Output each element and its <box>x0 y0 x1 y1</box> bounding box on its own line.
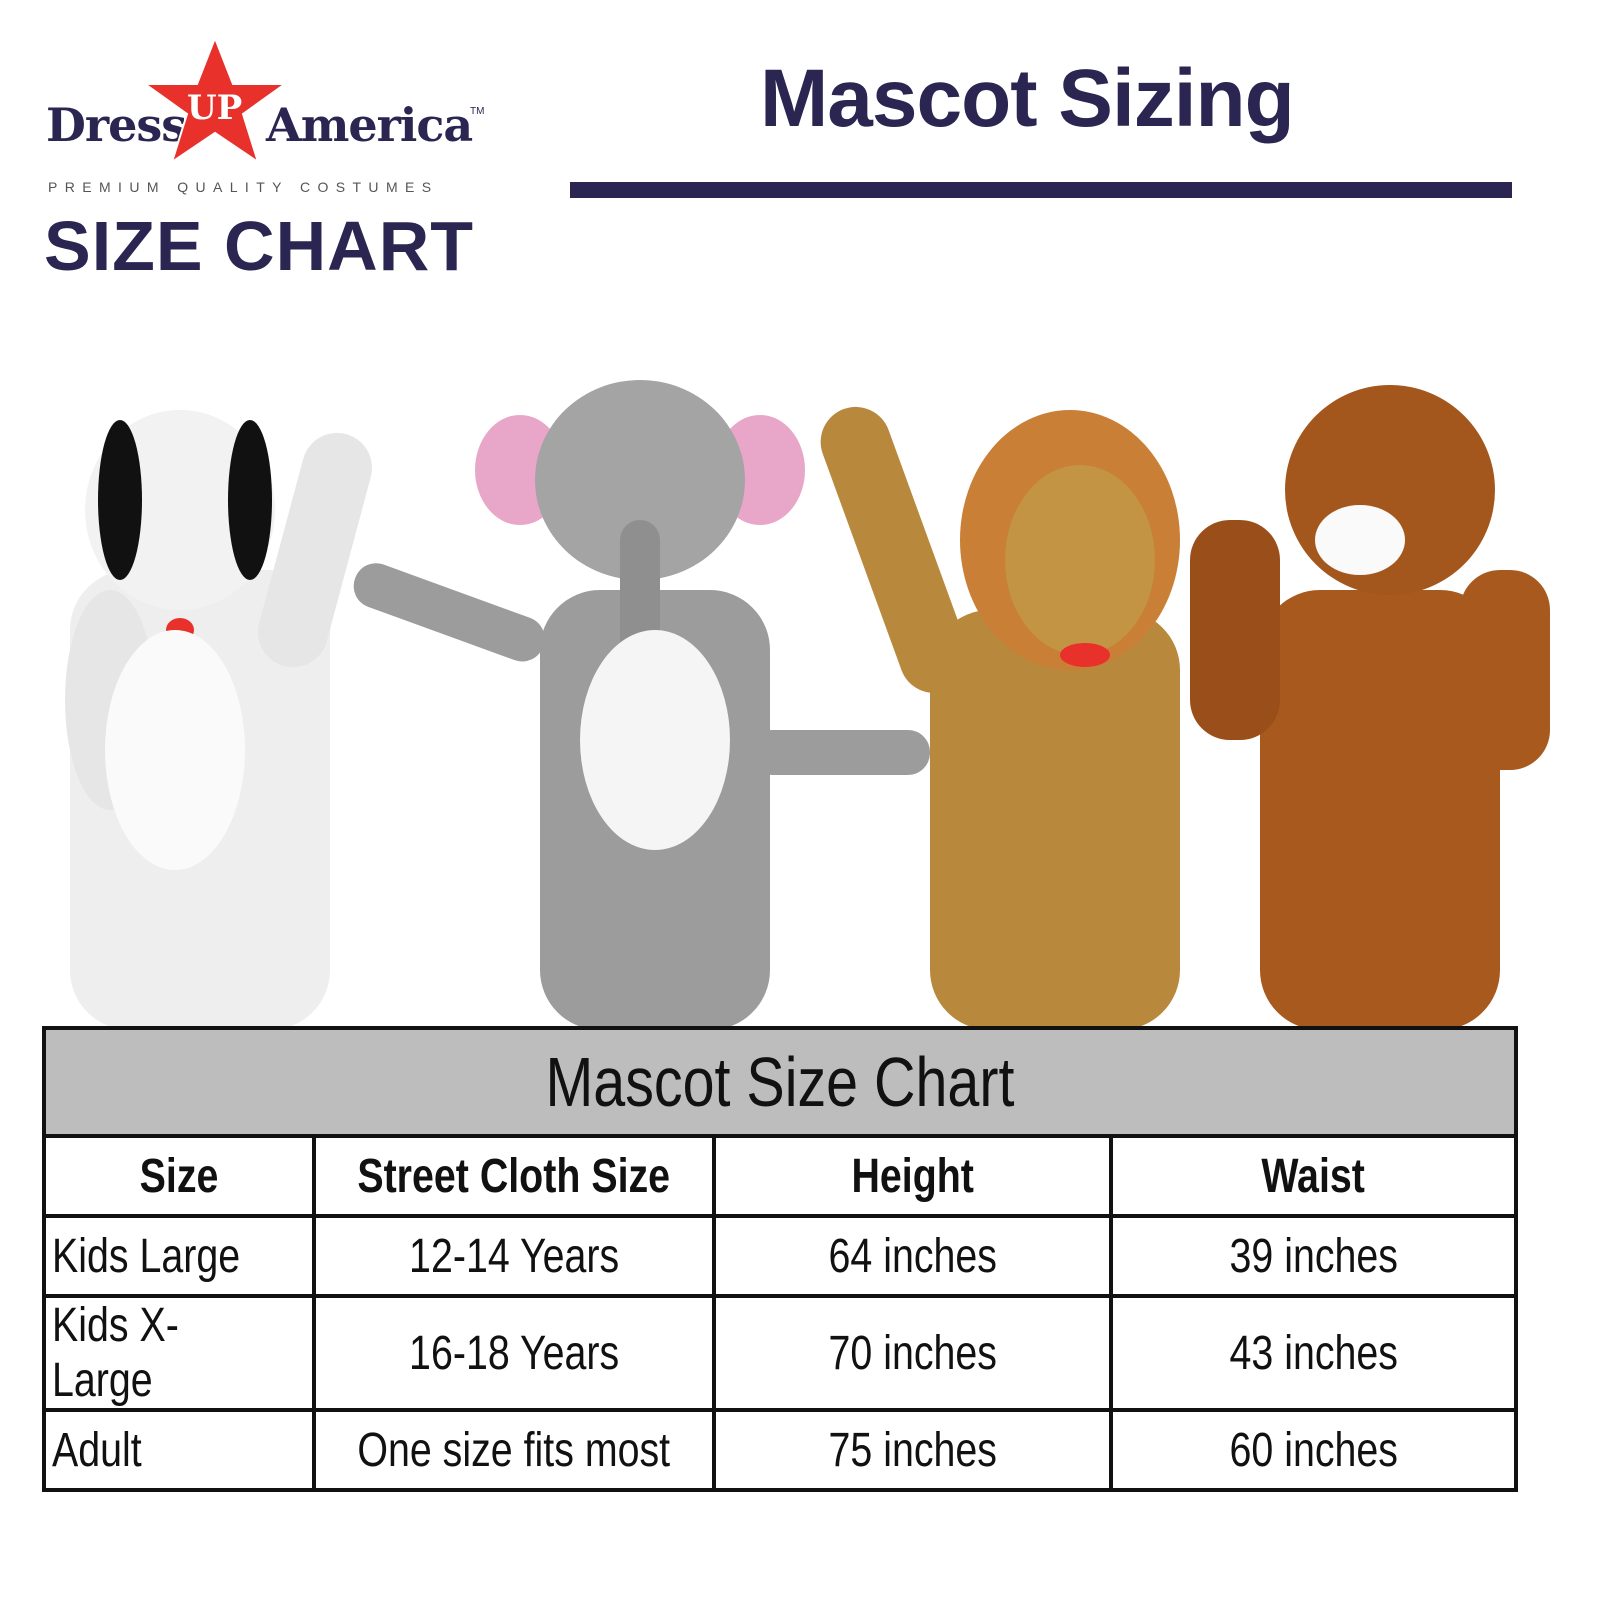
logo-text-america: America <box>266 98 473 152</box>
column-header-waist: Waist <box>1109 1134 1518 1218</box>
table-row: Kids Large 12-14 Years 64 inches 39 inch… <box>42 1214 1518 1298</box>
title-divider <box>570 182 1512 198</box>
table-row: Kids X-Large 16-18 Years 70 inches 43 in… <box>42 1294 1518 1412</box>
page-title: Mascot Sizing <box>760 53 1295 144</box>
cell-size: Adult <box>42 1408 316 1492</box>
mascot-size-table: Mascot Size Chart Size Street Cloth Size… <box>42 1026 1518 1492</box>
cell-height: 75 inches <box>712 1408 1113 1492</box>
cell-waist: 60 inches <box>1109 1408 1518 1492</box>
cell-street-size: 16-18 Years <box>312 1294 716 1412</box>
cell-size: Kids Large <box>42 1214 316 1298</box>
cell-waist: 39 inches <box>1109 1214 1518 1298</box>
table-header-row: Size Street Cloth Size Height Waist <box>42 1134 1518 1218</box>
cell-size: Kids X-Large <box>42 1294 316 1412</box>
dalmatian-mascot-image <box>65 410 372 1030</box>
cell-street-size: One size fits most <box>312 1408 716 1492</box>
table-caption: Mascot Size Chart <box>42 1026 1518 1138</box>
table-row: Adult One size fits most 75 inches 60 in… <box>42 1408 1518 1492</box>
logo-text-up: UP <box>187 88 243 128</box>
cell-street-size: 12-14 Years <box>312 1214 716 1298</box>
size-chart-heading: SIZE CHART <box>44 207 474 285</box>
cell-height: 64 inches <box>712 1214 1113 1298</box>
star-icon <box>141 36 289 165</box>
brand-logo: Dress UP America TM PREMIUM QUALITY COST… <box>40 36 500 296</box>
mascot-photos <box>65 380 1550 1030</box>
cell-height: 70 inches <box>712 1294 1113 1412</box>
trademark: TM <box>470 106 485 117</box>
cell-waist: 43 inches <box>1109 1294 1518 1412</box>
column-header-street-cloth-size: Street Cloth Size <box>312 1134 716 1218</box>
tagline: PREMIUM QUALITY COSTUMES <box>48 179 439 195</box>
tiger-mascot-image <box>1190 385 1550 1030</box>
elephant-mascot-image <box>353 380 930 1030</box>
column-header-height: Height <box>712 1134 1113 1218</box>
lion-mascot-image <box>820 406 1180 1030</box>
column-header-size: Size <box>42 1134 316 1218</box>
logo-text-dress: Dress <box>46 98 187 152</box>
